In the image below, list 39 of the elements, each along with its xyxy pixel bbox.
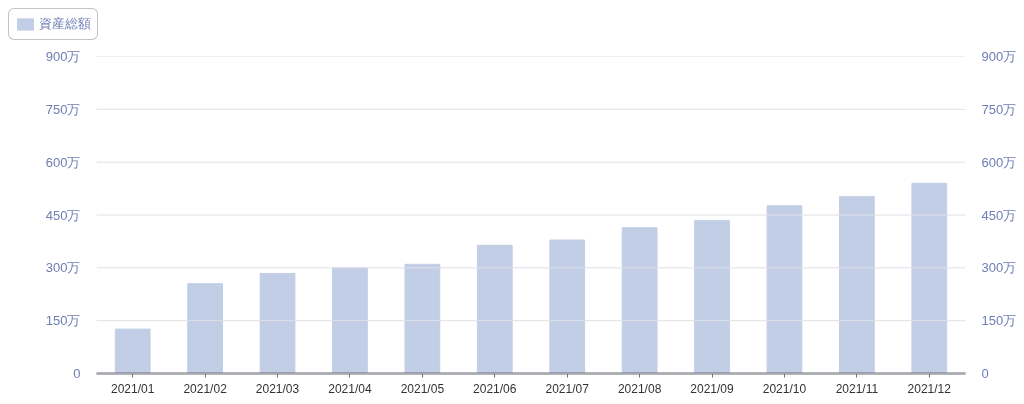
y-tick-label: 150万	[45, 313, 81, 329]
y-tick-label: 450万	[45, 207, 81, 223]
x-tick-label: 2021/07	[545, 381, 590, 396]
bar	[404, 263, 441, 374]
bar	[114, 328, 151, 374]
y2-tick-label: 0	[981, 366, 989, 381]
bar	[332, 267, 368, 374]
y-tick-label: 300万	[45, 260, 81, 276]
x-tick-label: 2021/06	[473, 381, 517, 396]
x-tick-label: 2021/08	[617, 381, 662, 396]
x-tick-label: 2021/03	[255, 381, 300, 396]
bar	[766, 205, 803, 374]
bar	[476, 244, 513, 374]
y2-tick-label: 450万	[981, 207, 1017, 223]
y2-tick-label: 600万	[981, 154, 1017, 170]
bar	[621, 227, 658, 374]
y2-tick-label: 150万	[981, 313, 1017, 329]
x-tick-label: 2021/02	[183, 381, 228, 396]
y-tick-label: 600万	[45, 154, 81, 170]
bar	[549, 239, 586, 374]
x-tick-label: 2021/10	[762, 381, 807, 396]
bar	[911, 182, 948, 374]
legend-label: 資産総額	[39, 15, 91, 33]
x-tick-label: 2021/01	[111, 381, 155, 396]
bar	[694, 220, 730, 374]
y-tick-label: 900万	[45, 49, 81, 64]
bar	[838, 196, 875, 374]
x-tick-label: 2021/09	[690, 381, 735, 396]
y2-tick-label: 900万	[981, 49, 1017, 64]
y-tick-label: 750万	[45, 101, 81, 117]
bar	[187, 283, 224, 374]
y2-tick-label: 750万	[981, 101, 1017, 117]
x-tick-label: 2021/04	[328, 381, 372, 396]
x-tick-label: 2021/11	[835, 381, 879, 396]
y-tick-label: 0	[73, 366, 81, 381]
y2-tick-label: 300万	[981, 260, 1017, 276]
bar	[259, 272, 296, 374]
x-tick-label: 2021/12	[907, 381, 952, 396]
x-tick-label: 2021/05	[400, 381, 445, 396]
